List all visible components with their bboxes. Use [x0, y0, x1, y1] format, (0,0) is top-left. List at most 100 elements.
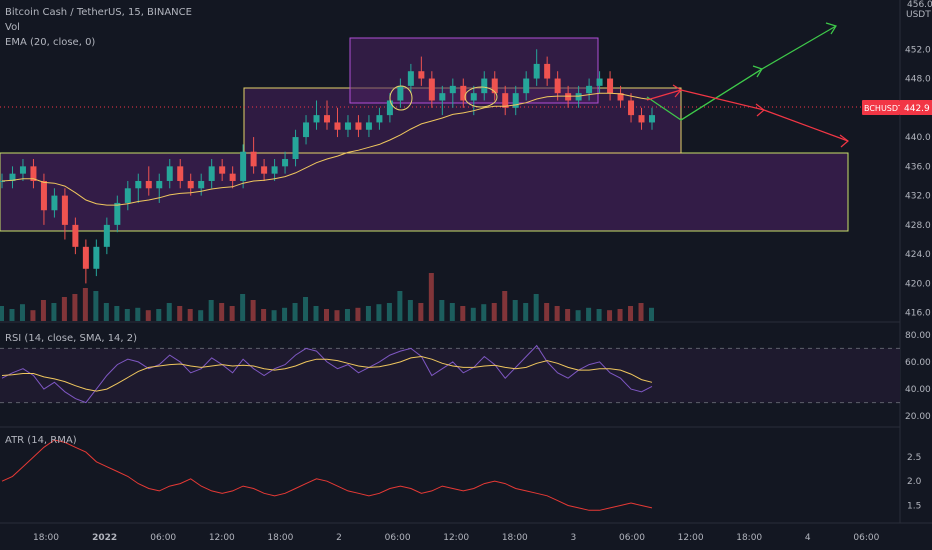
currency-label: USDT — [906, 10, 931, 20]
candle-body — [481, 78, 488, 94]
volume-bar — [229, 306, 235, 321]
time-tick-label: 18:00 — [736, 533, 762, 543]
volume-bar — [30, 310, 36, 321]
ema-label: EMA (20, close, 0) — [5, 37, 95, 48]
volume-bar — [554, 306, 560, 321]
volume-bar — [418, 303, 424, 321]
time-axis[interactable]: 18:00 2022 06:00 12:00 18:00 2 06:00 12:00 18:00… — [33, 533, 880, 543]
candle-body — [282, 159, 289, 167]
price-tick-label: 436.0 — [905, 162, 931, 172]
candle-body — [51, 195, 58, 211]
volume-bar — [502, 291, 508, 321]
rsi-line — [1, 344, 653, 404]
volume-bar — [19, 304, 25, 321]
candle-body — [523, 78, 530, 94]
candle-body — [554, 78, 561, 94]
candle-body — [586, 85, 593, 94]
volume-bar — [596, 309, 602, 321]
volume-bar — [324, 309, 329, 321]
ellipse-marker[interactable] — [464, 86, 498, 108]
candle-body — [30, 166, 37, 181]
price-badge-value: 442.9 — [904, 104, 930, 114]
volume-bar — [628, 306, 634, 321]
support-zone[interactable] — [0, 152, 849, 232]
candle-body — [428, 78, 435, 101]
volume-bar — [386, 303, 392, 321]
candle-body — [533, 63, 540, 79]
candle-body — [439, 93, 446, 101]
volume-bar — [397, 291, 403, 321]
price-badge: BCHUSDT 442.9 — [862, 100, 932, 115]
time-tick-label: 18:00 — [502, 533, 528, 543]
time-tick-label: 06:00 — [385, 533, 411, 543]
volume-bar — [407, 300, 413, 321]
rsi-tick-label: 80.00 — [905, 331, 931, 341]
atr-tick-label: 2.5 — [907, 453, 921, 463]
candle-body — [449, 85, 456, 94]
volume-bar — [40, 300, 46, 321]
volume-bar — [460, 306, 466, 321]
time-tick-label: 06:00 — [150, 533, 176, 543]
candle-body — [124, 188, 131, 203]
time-tick-label: 2 — [336, 533, 342, 543]
volume-bars — [0, 273, 654, 321]
volume-bar — [82, 288, 88, 321]
price-tick-label: 424.0 — [905, 250, 931, 260]
candle-body — [103, 224, 110, 247]
time-tick-label: 06:00 — [853, 533, 879, 543]
forecast-arrows[interactable] — [646, 22, 849, 148]
volume-bar — [565, 309, 571, 321]
candle-body — [649, 115, 655, 123]
volume-bar — [72, 294, 78, 321]
bearish-path — [646, 89, 682, 101]
candle-body — [355, 122, 362, 130]
volume-bar — [481, 304, 487, 321]
symbol-title: Bitcoin Cash / TetherUS, 15, BINANCE — [5, 7, 192, 18]
volume-bar — [208, 300, 214, 321]
volume-bar — [103, 303, 109, 321]
volume-bar — [135, 307, 141, 321]
volume-bar — [198, 310, 204, 321]
arrowhead — [839, 134, 849, 148]
candle-body — [376, 115, 383, 123]
candle-body — [250, 151, 257, 167]
volume-bar — [261, 309, 267, 321]
rsi-tick-label: 20.00 — [905, 412, 931, 422]
drawings[interactable] — [0, 37, 849, 232]
candle-body — [313, 115, 320, 123]
ellipse-marker[interactable] — [389, 85, 413, 111]
candle-body — [617, 93, 624, 101]
time-tick-label: 4 — [805, 533, 811, 543]
volume-bar — [0, 306, 4, 321]
volume-bar — [156, 309, 162, 321]
candle-body — [470, 93, 477, 101]
volume-bar — [313, 306, 319, 321]
candle-body — [544, 63, 551, 79]
volume-bar — [544, 303, 550, 321]
rsi-axis: 80.00 60.00 40.00 20.00 — [905, 331, 931, 422]
time-tick-label: 06:00 — [619, 533, 645, 543]
candle-body — [40, 180, 47, 211]
candle-body — [187, 180, 194, 189]
candle-body — [386, 100, 393, 116]
price-axis-top-label: 456.0 — [907, 0, 932, 10]
bullish-path — [680, 68, 763, 121]
candle-body — [575, 93, 582, 101]
volume-bar — [491, 303, 497, 321]
candle-body — [303, 122, 310, 138]
candle-body — [334, 122, 341, 130]
rsi-tick-label: 40.00 — [905, 385, 931, 395]
volume-bar — [292, 303, 298, 321]
time-tick-label: 2022 — [92, 533, 117, 543]
price-tick-label: 432.0 — [905, 192, 931, 202]
price-badge-box — [900, 100, 932, 115]
candle-body — [397, 85, 404, 101]
candle-body — [344, 122, 351, 130]
candle-body — [19, 166, 26, 174]
time-tick-label: 3 — [571, 533, 577, 543]
price-tick-label: 448.0 — [905, 75, 931, 85]
price-tick-label: 416.0 — [905, 309, 931, 319]
volume-bar — [93, 291, 99, 321]
volume-bar — [376, 304, 382, 321]
